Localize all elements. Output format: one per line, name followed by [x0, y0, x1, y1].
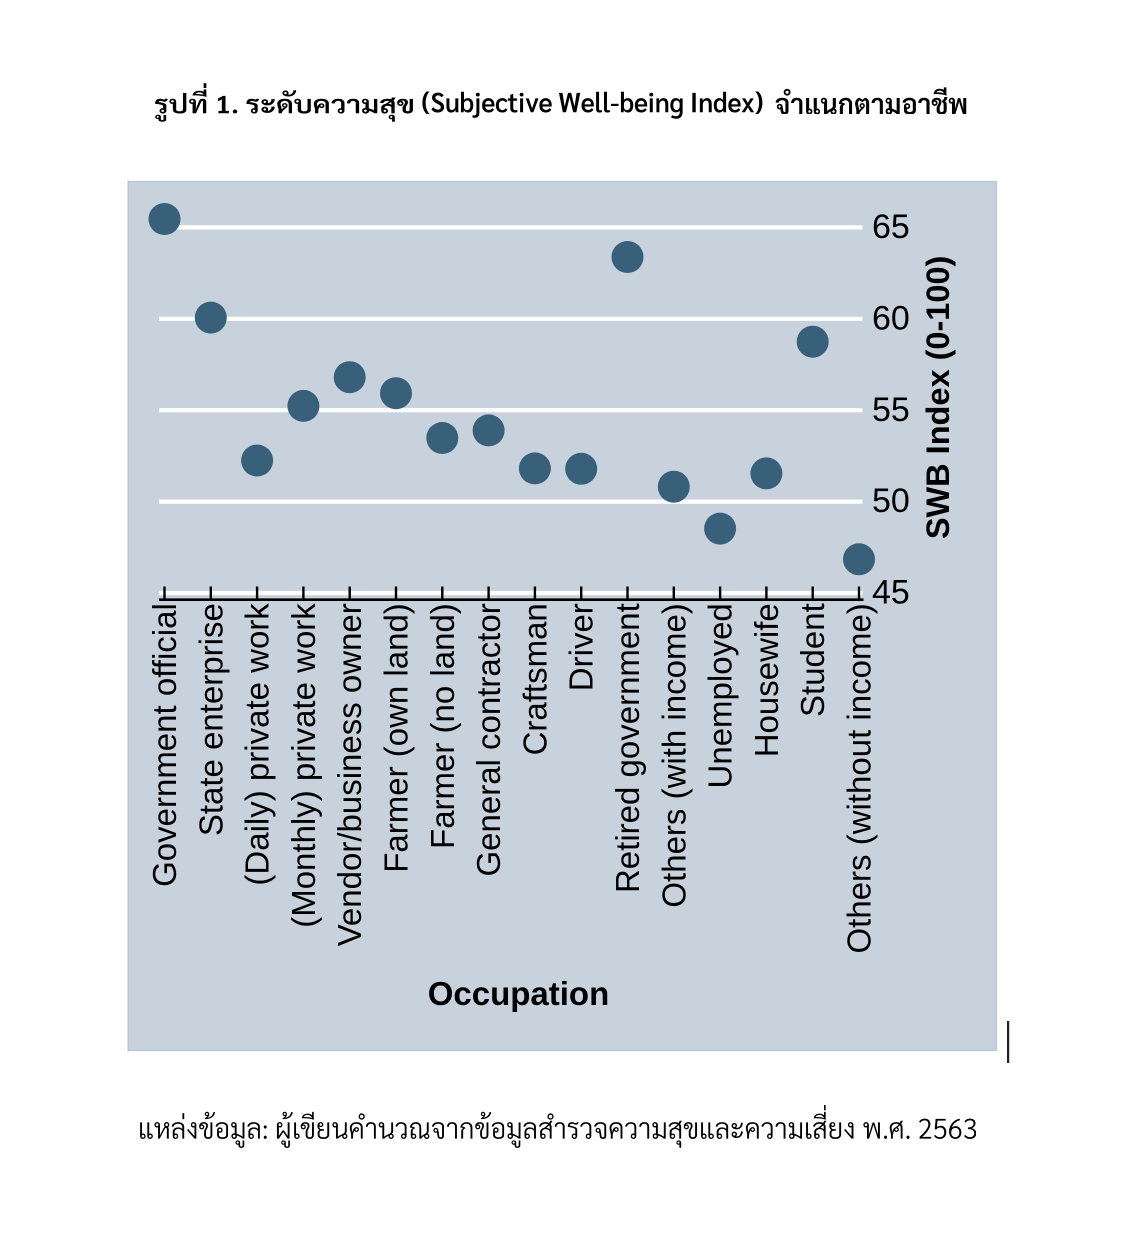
- svg-text:Farmer (no land): Farmer (no land): [424, 603, 461, 849]
- svg-text:50: 50: [872, 482, 910, 520]
- svg-text:(Daily) private work: (Daily) private work: [239, 603, 276, 886]
- svg-text:Retired government: Retired government: [609, 603, 646, 893]
- svg-text:Vendor/business owner: Vendor/business owner: [331, 603, 368, 946]
- svg-text:55: 55: [872, 391, 910, 429]
- svg-text:Craftsman: Craftsman: [516, 603, 553, 755]
- svg-text:Others (without income): Others (without income): [841, 603, 878, 953]
- svg-text:Student: Student: [794, 603, 831, 717]
- svg-text:60: 60: [872, 299, 910, 337]
- svg-text:Others (with income): Others (with income): [655, 603, 692, 907]
- svg-text:Housewife: Housewife: [748, 603, 785, 757]
- svg-text:Occupation: Occupation: [428, 975, 610, 1012]
- svg-text:Unemployed: Unemployed: [702, 603, 739, 788]
- svg-text:SWB Index (0-100): SWB Index (0-100): [920, 256, 956, 540]
- svg-text:65: 65: [872, 208, 910, 246]
- svg-text:(Monthly) private work: (Monthly) private work: [285, 603, 322, 928]
- svg-text:General contractor: General contractor: [470, 603, 507, 876]
- svg-text:45: 45: [872, 574, 910, 612]
- svg-text:State enterprise: State enterprise: [192, 603, 229, 836]
- svg-text:Government official: Government official: [146, 603, 183, 887]
- svg-text:Driver: Driver: [563, 603, 600, 691]
- svg-text:Farmer (own land): Farmer (own land): [378, 603, 415, 873]
